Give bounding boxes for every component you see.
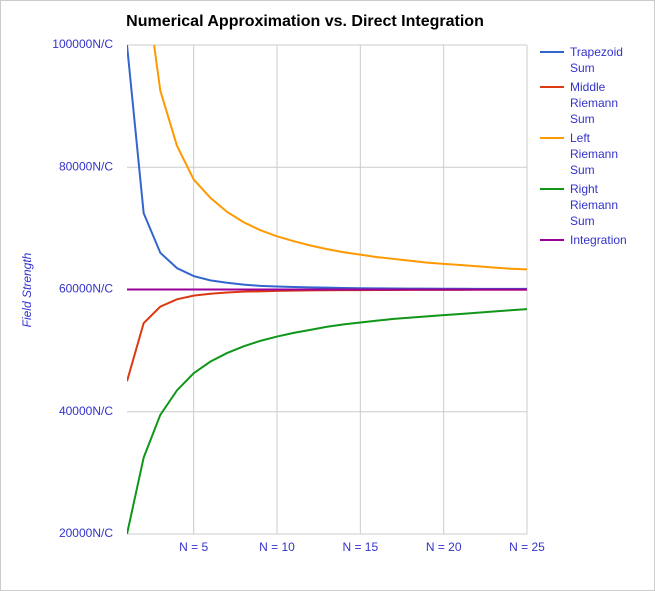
y-tick-label: 60000N/C <box>59 282 113 296</box>
y-tick-label: 40000N/C <box>59 404 113 418</box>
legend-swatch <box>540 188 564 190</box>
chart-title: Numerical Approximation vs. Direct Integ… <box>126 13 484 30</box>
legend-label: Left Riemann Sum <box>570 131 619 177</box>
x-tick-label: N = 5 <box>179 540 208 554</box>
y-axis-label: Field Strength <box>20 252 34 327</box>
legend-label: Middle Riemann Sum <box>570 80 619 126</box>
x-tick-label: N = 10 <box>259 540 295 554</box>
series-line <box>127 308 527 534</box>
legend-item: Middle Riemann Sum <box>540 79 650 127</box>
x-tick-label: N = 25 <box>509 540 545 554</box>
legend-item: Trapezoid Sum <box>540 44 650 76</box>
y-tick-label: 20000N/C <box>59 526 113 540</box>
legend-item: Integration <box>540 232 650 248</box>
legend-label: Right Riemann Sum <box>570 182 619 228</box>
legend-item: Left Riemann Sum <box>540 130 650 178</box>
legend-swatch <box>540 86 564 88</box>
series-line <box>153 45 527 271</box>
legend-swatch <box>540 239 564 241</box>
legend-label: Trapezoid Sum <box>570 45 623 75</box>
legend-item: Right Riemann Sum <box>540 181 650 229</box>
legend-swatch <box>540 51 564 53</box>
legend-label: Integration <box>570 233 627 247</box>
y-tick-label: 100000N/C <box>52 37 113 51</box>
legend-swatch <box>540 137 564 139</box>
y-tick-label: 80000N/C <box>59 159 113 173</box>
legend: Trapezoid Sum Middle Riemann Sum Left Riem… <box>540 44 650 251</box>
x-tick-label: N = 15 <box>342 540 378 554</box>
x-tick-label: N = 20 <box>426 540 462 554</box>
